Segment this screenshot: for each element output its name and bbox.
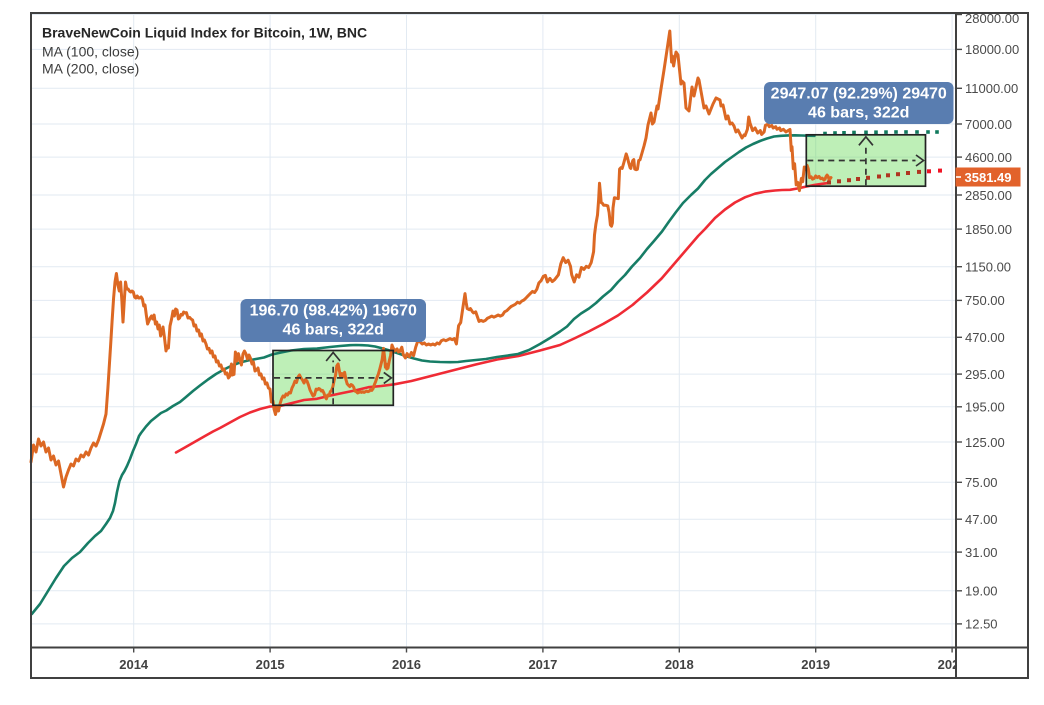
svg-text:2018: 2018	[665, 657, 694, 672]
svg-text:11000.00: 11000.00	[965, 81, 1018, 96]
svg-text:2016: 2016	[392, 657, 421, 672]
svg-text:BraveNewCoin Liquid Index for: BraveNewCoin Liquid Index for Bitcoin, 1…	[42, 25, 367, 41]
svg-text:750.00: 750.00	[965, 293, 1005, 308]
svg-text:3581.49: 3581.49	[965, 170, 1012, 185]
svg-text:12.50: 12.50	[965, 617, 998, 632]
svg-text:2019: 2019	[801, 657, 830, 672]
svg-text:46 bars, 322d: 46 bars, 322d	[808, 105, 909, 122]
svg-text:MA (200, close): MA (200, close)	[42, 61, 139, 77]
svg-text:47.00: 47.00	[965, 512, 998, 527]
svg-text:MA (100, close): MA (100, close)	[42, 44, 139, 60]
svg-text:4600.00: 4600.00	[965, 150, 1012, 165]
svg-text:31.00: 31.00	[965, 545, 998, 560]
svg-text:1150.00: 1150.00	[965, 260, 1011, 275]
svg-text:2850.00: 2850.00	[965, 188, 1012, 203]
svg-text:2947.07 (92.29%) 29470: 2947.07 (92.29%) 29470	[771, 86, 947, 103]
svg-text:295.00: 295.00	[965, 367, 1005, 382]
svg-text:470.00: 470.00	[965, 330, 1005, 345]
svg-text:195.00: 195.00	[965, 400, 1005, 415]
svg-text:28000.00: 28000.00	[965, 11, 1019, 26]
svg-text:19.00: 19.00	[965, 584, 998, 599]
svg-text:46 bars, 322d: 46 bars, 322d	[283, 322, 384, 339]
svg-text:125.00: 125.00	[965, 435, 1005, 450]
svg-text:196.70 (98.42%) 19670: 196.70 (98.42%) 19670	[250, 303, 417, 320]
svg-text:2015: 2015	[256, 657, 285, 672]
svg-text:75.00: 75.00	[965, 475, 998, 490]
svg-text:18000.00: 18000.00	[965, 42, 1019, 57]
svg-text:1850.00: 1850.00	[965, 222, 1012, 237]
svg-text:7000.00: 7000.00	[965, 117, 1012, 132]
svg-text:2014: 2014	[119, 657, 149, 672]
svg-text:2017: 2017	[528, 657, 557, 672]
